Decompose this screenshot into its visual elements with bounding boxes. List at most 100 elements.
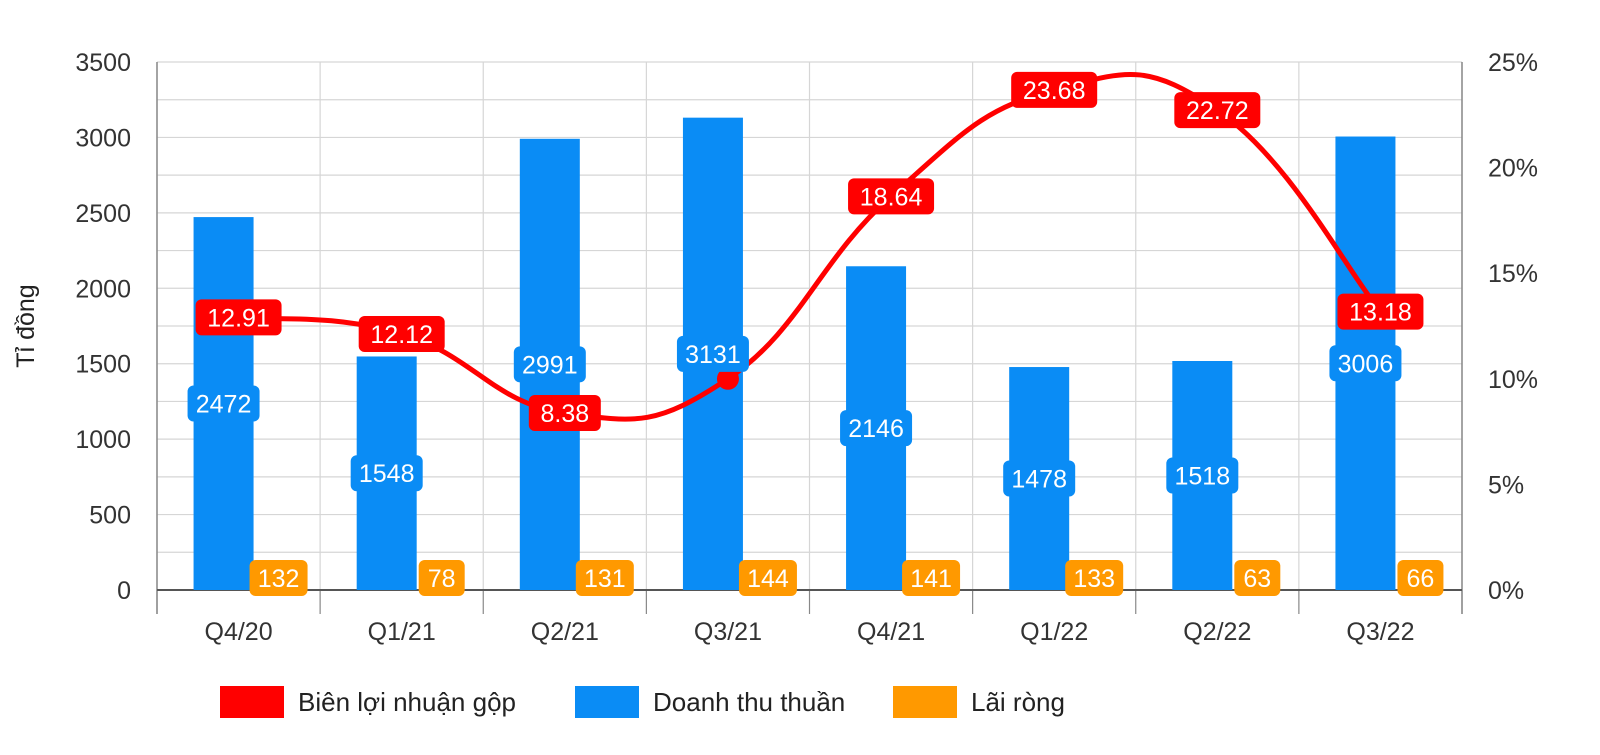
data-label-net-profit-box: [575, 560, 634, 596]
data-label-revenue-text: 2991: [522, 351, 578, 379]
x-tick-label: Q2/21: [531, 618, 599, 646]
data-label-gross-margin-text: 23.68: [1023, 77, 1086, 105]
data-label-revenue-text: 2146: [848, 415, 904, 443]
legend[interactable]: Biên lợi nhuận gộp Doanh thu thuần Lãi ròn…: [220, 686, 1065, 718]
x-tick-label: Q2/22: [1183, 618, 1251, 646]
data-label-net-profit-box: [738, 560, 797, 596]
y-tick-label-left: 1500: [75, 351, 131, 379]
data-label-revenue-box: [1166, 457, 1239, 494]
data-label-revenue: 2472: [187, 385, 260, 422]
y-tick-label-right: 25%: [1488, 49, 1538, 77]
y-tick-label-left: 3500: [75, 49, 131, 77]
data-label-net-profit-text: 63: [1243, 565, 1271, 593]
data-label-revenue-text: 1548: [359, 460, 415, 488]
data-label-revenue: 1548: [350, 455, 423, 492]
legend-swatch: [893, 686, 957, 718]
data-label-net-profit-box: [249, 560, 308, 596]
data-label-revenue: 3006: [1329, 345, 1402, 382]
x-tick-label: Q3/21: [694, 618, 762, 646]
data-label-net-profit-text: 66: [1407, 565, 1435, 593]
data-label-revenue-text: 3006: [1338, 350, 1394, 378]
y-tick-label-right: 5%: [1488, 471, 1524, 499]
data-label-revenue-box: [1003, 460, 1076, 497]
data-label-net-profit-text: 132: [258, 565, 300, 593]
data-label-revenue-box: [187, 385, 260, 422]
data-label-revenue: 1478: [1003, 460, 1076, 497]
data-label-net-profit-box: [418, 560, 465, 596]
data-label-revenue-box: [840, 410, 913, 447]
legend-swatch: [220, 686, 284, 718]
data-label-gross-margin: 12.12: [358, 316, 445, 353]
data-label-gross-margin-box: [528, 395, 601, 432]
data-label-gross-margin-text: 12.12: [370, 321, 433, 349]
x-tick-label: Q4/21: [857, 618, 925, 646]
data-label-gross-margin-text: 22.72: [1186, 97, 1249, 125]
legend-item[interactable]: Doanh thu thuần: [575, 686, 845, 718]
data-label-net-profit-text: 133: [1073, 565, 1115, 593]
legend-item[interactable]: Lãi ròng: [893, 686, 1065, 718]
data-label-net-profit: 131: [575, 560, 634, 596]
point-gross-margin: [716, 367, 739, 390]
legend-item[interactable]: Biên lợi nhuận gộp: [220, 686, 516, 718]
data-label-gross-margin-box: [358, 316, 445, 353]
y-tick-label-left: 2000: [75, 275, 131, 303]
data-label-net-profit: 63: [1234, 560, 1281, 596]
data-labels: 2472 1548 2991 3131 2146 1478 1518 3006 132 78 131…: [187, 71, 1444, 596]
data-label-gross-margin-box: [848, 178, 935, 215]
legend-label: Doanh thu thuần: [653, 687, 845, 717]
data-label-net-profit: 132: [249, 560, 308, 596]
x-tick-label: Q4/20: [205, 618, 273, 646]
data-label-revenue: 2146: [840, 410, 913, 447]
data-label-gross-margin: 13.18: [1337, 293, 1424, 330]
data-label-gross-margin-text: 18.64: [860, 183, 923, 211]
data-label-gross-margin: 23.68: [1011, 71, 1098, 108]
data-label-revenue-box: [350, 455, 423, 492]
data-label-gross-margin-text: 12.91: [207, 304, 270, 332]
data-label-gross-margin-box: [1337, 293, 1424, 330]
legend-swatch: [575, 686, 639, 718]
data-label-gross-margin-text: 13.18: [1349, 299, 1412, 327]
data-label-gross-margin-box: [195, 299, 282, 336]
data-label-revenue-box: [1329, 345, 1402, 382]
data-label-net-profit-box: [1397, 560, 1444, 596]
x-tick-label: Q1/21: [368, 618, 436, 646]
gridlines: [156, 61, 1463, 591]
x-tick-label: Q1/22: [1020, 618, 1088, 646]
data-label-net-profit: 78: [418, 560, 465, 596]
data-label-net-profit-text: 144: [747, 565, 789, 593]
data-label-net-profit-box: [1234, 560, 1281, 596]
x-tick-label: Q3/22: [1346, 618, 1414, 646]
y-tick-label-left: 500: [89, 502, 131, 530]
data-label-net-profit: 66: [1397, 560, 1444, 596]
y-tick-label-right: 10%: [1488, 366, 1538, 394]
data-label-revenue-text: 1478: [1011, 466, 1067, 494]
axes: 0 500 1000 1500 2000 2500 3000 3500 0% 5% 10% 15% 20…: [12, 49, 1538, 646]
data-label-gross-margin: 12.91: [195, 299, 282, 336]
data-label-net-profit-text: 78: [428, 565, 456, 593]
data-label-net-profit: 144: [738, 560, 797, 596]
data-label-revenue-text: 1518: [1175, 462, 1231, 490]
data-label-gross-margin: 22.72: [1174, 92, 1261, 129]
y-tick-label-left: 1000: [75, 426, 131, 454]
data-label-gross-margin-text: 8.38: [540, 400, 589, 428]
y-axis-title: Tỉ đồng: [12, 284, 40, 367]
data-label-revenue-text: 2472: [196, 391, 252, 419]
data-label-revenue-text: 3131: [685, 341, 741, 369]
y-tick-label-left: 2500: [75, 200, 131, 228]
data-label-gross-margin-box: [1011, 71, 1098, 108]
y-tick-label-left: 3000: [75, 124, 131, 152]
data-label-revenue-box: [513, 346, 586, 383]
data-label-gross-margin: 18.64: [848, 178, 935, 215]
y-tick-label-left: 0: [117, 577, 131, 605]
y-tick-label-right: 20%: [1488, 155, 1538, 183]
data-label-net-profit-box: [902, 560, 961, 596]
legend-label: Lãi ròng: [971, 687, 1065, 717]
legend-label: Biên lợi nhuận gộp: [298, 687, 516, 717]
bars: [193, 117, 1435, 590]
data-label-net-profit-text: 141: [910, 565, 952, 593]
data-label-net-profit-text: 131: [584, 565, 626, 593]
data-label-net-profit-box: [1065, 560, 1124, 596]
data-label-revenue: 3131: [676, 335, 749, 372]
